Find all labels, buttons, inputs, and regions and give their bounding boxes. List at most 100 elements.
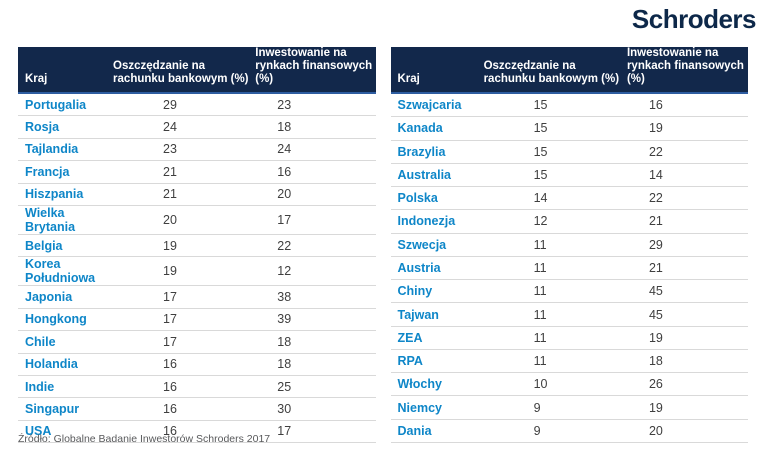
source-note: Źródło: Globalne Badanie Inwestorów Schr… — [18, 433, 271, 445]
saving-value-cell: 11 — [483, 326, 627, 350]
table-row: ZEA 11 19 — [390, 326, 748, 350]
column-header-country: Kraj — [390, 47, 484, 94]
saving-value-cell: 20 — [113, 205, 256, 235]
saving-value-cell: 11 — [483, 233, 627, 257]
country-cell: Austria — [390, 256, 484, 281]
right-table-body: Szwajcaria 15 16 Kanada 15 19 Brazylia 1… — [390, 93, 748, 444]
country-cell: Singapur — [18, 397, 114, 421]
country-cell: Portugalia — [18, 93, 114, 117]
column-header-country: Kraj — [18, 47, 114, 94]
saving-value-cell: 24 — [113, 115, 256, 139]
investing-value-cell: 20 — [255, 183, 376, 206]
table-row: USA 16 17 — [18, 420, 376, 444]
table-row: Hongkong 17 39 — [18, 308, 376, 332]
saving-value-cell: 17 — [113, 330, 256, 354]
investing-value-cell: 14 — [626, 163, 748, 188]
saving-value-cell: 16 — [113, 353, 256, 376]
saving-value-cell: 16 — [113, 375, 256, 399]
saving-value-cell: 15 — [483, 116, 627, 141]
table-row: Szwajcaria 15 16 — [390, 93, 748, 118]
investing-value-cell: 26 — [626, 372, 748, 397]
table-row: Korea Południowa 19 12 — [18, 256, 376, 287]
country-cell: RPA — [390, 349, 484, 374]
saving-value-cell: 23 — [113, 138, 256, 162]
saving-value-cell: 29 — [113, 93, 256, 117]
saving-value-cell: 9 — [483, 395, 627, 420]
country-cell: Francja — [18, 160, 114, 184]
country-cell: Hiszpania — [18, 183, 114, 206]
left-table-header: Kraj Oszczędzanie na rachunku bankowym (… — [18, 47, 376, 94]
saving-value-cell: 16 — [113, 420, 256, 444]
investing-value-cell: 16 — [255, 160, 376, 184]
investing-value-cell: 24 — [255, 138, 376, 162]
investing-value-cell: 18 — [255, 330, 376, 354]
country-cell: Chiny — [390, 279, 484, 304]
left-table-body: Portugalia 29 23 Rosja 24 18 Tajlandia 2… — [18, 93, 376, 444]
table-row: Francja 21 16 — [18, 160, 376, 184]
investing-value-cell: 18 — [255, 353, 376, 376]
country-cell: Tajwan — [390, 302, 484, 327]
column-header-investing: Inwestowanie na rynkach finansowych (%) — [626, 47, 748, 94]
investing-value-cell: 45 — [626, 302, 748, 327]
investing-value-cell: 18 — [626, 349, 748, 374]
investing-value-cell: 21 — [626, 256, 748, 281]
investing-value-cell: 25 — [255, 375, 376, 399]
saving-value-cell: 19 — [113, 234, 256, 258]
table-row: Austria 11 21 — [390, 256, 748, 281]
investing-value-cell: 19 — [626, 395, 748, 420]
country-cell: Hongkong — [18, 308, 114, 332]
country-cell: Chile — [18, 330, 114, 354]
country-cell: Szwecja — [390, 233, 484, 257]
country-cell: Brazylia — [390, 140, 484, 164]
investing-value-cell: 22 — [626, 186, 748, 211]
saving-value-cell: 16 — [113, 397, 256, 421]
investing-value-cell: 16 — [626, 93, 748, 118]
saving-value-cell: 11 — [483, 349, 627, 374]
right-table-header: Kraj Oszczędzanie na rachunku bankowym (… — [390, 47, 748, 94]
saving-value-cell: 17 — [113, 308, 256, 332]
table-row: Kanada 15 19 — [390, 116, 748, 141]
country-cell: ZEA — [390, 326, 484, 350]
table-row: Portugalia 29 23 — [18, 93, 376, 117]
country-cell: Wielka Brytania — [18, 205, 114, 235]
column-header-investing: Inwestowanie na rynkach finansowych (%) — [255, 47, 376, 94]
investing-value-cell: 38 — [255, 285, 376, 309]
header-row: Kraj Oszczędzanie na rachunku bankowym (… — [18, 47, 376, 94]
saving-value-cell: 14 — [483, 186, 627, 211]
table-row: Indonezja 12 21 — [390, 209, 748, 234]
investing-value-cell: 21 — [626, 209, 748, 234]
investing-value-cell: 17 — [255, 420, 376, 444]
investing-value-cell: 39 — [255, 308, 376, 332]
country-cell: Indie — [18, 375, 114, 399]
table-row: Wielka Brytania 20 17 — [18, 205, 376, 235]
tables-container: Kraj Oszczędzanie na rachunku bankowym (… — [18, 47, 748, 444]
header-row: Kraj Oszczędzanie na rachunku bankowym (… — [390, 47, 748, 94]
investing-value-cell: 18 — [255, 115, 376, 139]
country-cell: Korea Południowa — [18, 256, 114, 287]
table-row: Chiny 11 45 — [390, 279, 748, 304]
table-row: Japonia 17 38 — [18, 285, 376, 309]
country-cell: Dania — [390, 419, 484, 444]
saving-value-cell: 12 — [483, 209, 627, 234]
investing-value-cell: 45 — [626, 279, 748, 304]
country-cell: Holandia — [18, 353, 114, 376]
table-row: RPA 11 18 — [390, 349, 748, 374]
table-row: Hiszpania 21 20 — [18, 183, 376, 206]
right-table: Kraj Oszczędzanie na rachunku bankowym (… — [390, 47, 748, 444]
saving-value-cell: 21 — [113, 160, 256, 184]
table-row: Niemcy 9 19 — [390, 395, 748, 420]
saving-value-cell: 9 — [483, 419, 627, 444]
left-table: Kraj Oszczędzanie na rachunku bankowym (… — [18, 47, 376, 444]
table-row: Tajlandia 23 24 — [18, 138, 376, 162]
table-row: Belgia 19 22 — [18, 234, 376, 258]
investing-value-cell: 17 — [255, 205, 376, 235]
table-row: Holandia 16 18 — [18, 353, 376, 376]
table-row: Singapur 16 30 — [18, 397, 376, 421]
country-cell: Tajlandia — [18, 138, 114, 162]
country-cell: Rosja — [18, 115, 114, 139]
saving-value-cell: 19 — [113, 256, 256, 287]
country-cell: Włochy — [390, 372, 484, 397]
column-header-saving: Oszczędzanie na rachunku bankowym (%) — [483, 47, 627, 94]
saving-value-cell: 17 — [113, 285, 256, 309]
